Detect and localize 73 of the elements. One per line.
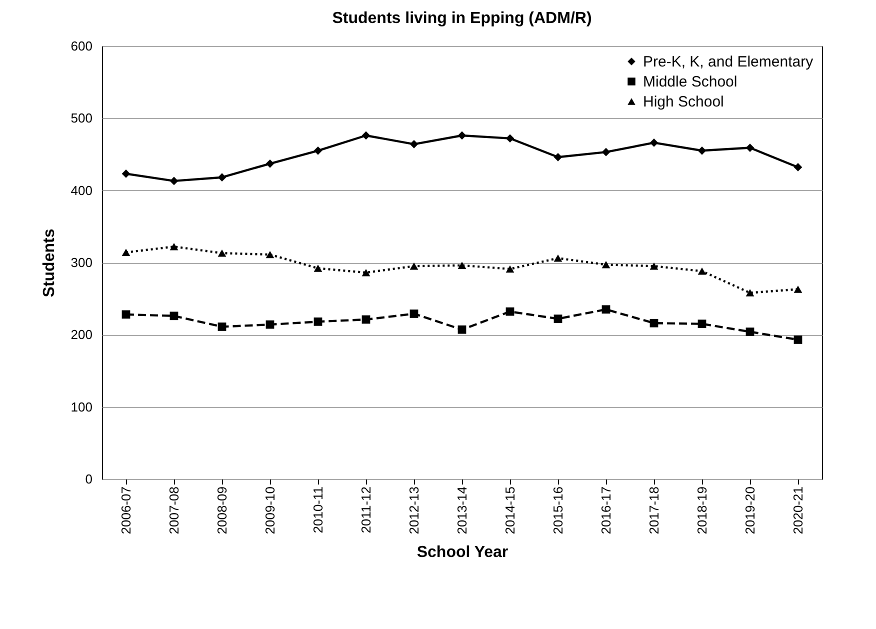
point [458,131,466,140]
x-tick-label: 2019-20 [742,486,758,534]
point [410,262,418,270]
y-axis-title: Students [40,228,58,298]
point [698,320,706,328]
point [698,146,706,155]
point [314,264,322,272]
x-tick-label: 2017-18 [646,486,662,534]
point [506,265,514,273]
legend-label: High School [643,94,724,110]
point [458,262,466,270]
point [602,261,610,268]
x-tick-label: 2010-11 [310,486,326,534]
point [746,144,754,152]
x-axis-title: School Year [416,544,508,562]
point [698,268,706,275]
y-tick-label: 600 [70,38,92,54]
point [362,131,370,140]
y-tick-label: 500 [70,110,92,126]
point [314,146,322,155]
point [410,310,418,318]
point [554,254,562,262]
x-tick-label: 2016-17 [598,486,614,534]
point [314,317,322,326]
point [266,320,274,329]
x-tick-label: 2013-14 [454,486,470,534]
x-tick-label: 2011-12 [358,486,374,534]
point [506,134,514,143]
chart-title: Students living in Epping (ADM/R) [332,10,592,27]
point [650,318,658,328]
x-tick-label: 2007-08 [166,486,182,534]
point [170,176,178,186]
point [554,152,562,162]
point [794,163,802,172]
point [650,262,658,270]
point [266,250,274,258]
point [362,268,370,276]
y-tick-label: 0 [85,472,92,486]
point [458,325,466,334]
point [554,314,562,323]
point [218,249,226,257]
y-tick-label: 200 [70,327,92,342]
point [122,248,130,256]
point [170,312,178,320]
x-tick-label: 2020-21 [790,486,806,534]
legend-label: Middle School [643,74,738,90]
point [794,336,802,344]
point [218,322,226,331]
y-tick-label: 300 [70,255,92,270]
legend-label: Pre-K, K, and Elementary [643,54,814,70]
x-tick-label: 2008-09 [214,486,230,534]
point [650,138,658,147]
x-tick-label: 2009-10 [262,486,278,534]
point [362,315,370,324]
point [506,307,514,316]
x-tick-label: 2014-15 [502,486,518,534]
point [266,159,274,168]
point [170,243,178,250]
x-tick-label: 2012-13 [406,486,422,534]
y-tick-label: 400 [70,182,92,198]
x-tick-label: 2018-19 [694,486,710,534]
point [794,286,802,293]
point [602,305,610,314]
point [410,140,418,148]
point [746,328,754,336]
y-tick-label: 100 [70,399,92,414]
point [746,289,754,296]
point [602,148,610,156]
point [122,170,130,178]
x-tick-label: 2006-07 [118,486,134,534]
point [218,173,226,182]
x-tick-label: 2015-16 [550,486,566,534]
point [122,310,130,319]
